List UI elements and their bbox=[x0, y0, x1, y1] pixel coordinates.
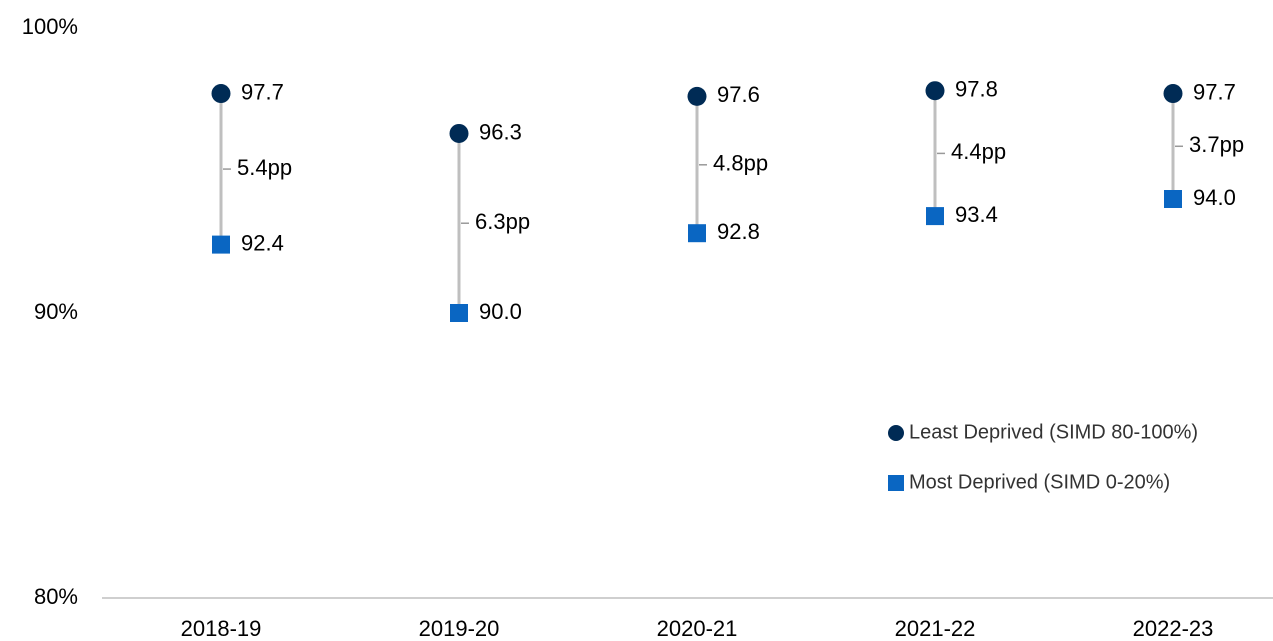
marker-circle bbox=[687, 86, 707, 106]
y-tick-label: 100% bbox=[22, 14, 78, 39]
x-tick-label: 2021-22 bbox=[895, 616, 976, 641]
gap-label: 3.7pp bbox=[1189, 132, 1244, 157]
marker-circle bbox=[449, 123, 469, 143]
legend-label: Most Deprived (SIMD 0-20%) bbox=[909, 471, 1170, 493]
gap-label: 4.8pp bbox=[713, 151, 768, 176]
marker-square bbox=[688, 224, 706, 243]
data-label: 90.0 bbox=[479, 299, 522, 324]
y-tick-label: 80% bbox=[34, 584, 78, 609]
legend-marker bbox=[888, 425, 904, 441]
data-label: 96.3 bbox=[479, 119, 522, 144]
x-tick-label: 2018-19 bbox=[181, 616, 262, 641]
data-label: 97.8 bbox=[955, 77, 998, 102]
gap-label: 5.4pp bbox=[237, 155, 292, 180]
marker-square bbox=[212, 235, 230, 254]
data-label: 92.4 bbox=[241, 230, 284, 255]
marker-square bbox=[450, 304, 468, 322]
y-tick-label: 90% bbox=[34, 299, 78, 324]
gap-label: 6.3pp bbox=[475, 209, 530, 234]
x-tick-label: 2022-23 bbox=[1133, 616, 1214, 641]
gap-label: 4.4pp bbox=[951, 139, 1006, 164]
data-label: 97.7 bbox=[241, 79, 284, 104]
data-label: 92.8 bbox=[717, 219, 760, 244]
legend-marker bbox=[888, 475, 904, 491]
data-label: 93.4 bbox=[955, 202, 998, 227]
x-tick-label: 2019-20 bbox=[419, 616, 500, 641]
legend-label: Least Deprived (SIMD 80-100%) bbox=[909, 421, 1198, 443]
marker-circle bbox=[1163, 84, 1183, 104]
marker-square bbox=[1164, 190, 1182, 208]
marker-square bbox=[926, 207, 944, 226]
x-tick-label: 2020-21 bbox=[657, 616, 738, 641]
data-label: 94.0 bbox=[1193, 185, 1236, 210]
data-label: 97.7 bbox=[1193, 79, 1236, 104]
data-label: 97.6 bbox=[717, 82, 760, 107]
marker-circle bbox=[211, 84, 231, 104]
marker-circle bbox=[925, 81, 945, 101]
